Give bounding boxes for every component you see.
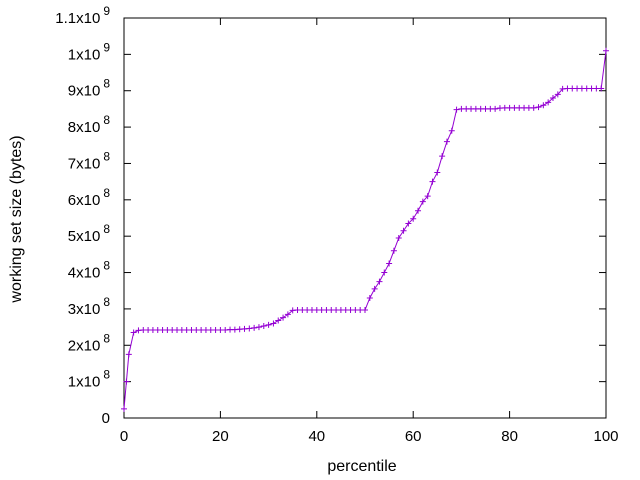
data-point-marker <box>429 178 436 185</box>
y-axis-title: working set size (bytes) <box>8 135 25 303</box>
data-point-marker <box>549 95 556 101</box>
y-tick-label: 8x10 8 <box>68 113 111 136</box>
data-point-marker <box>125 351 132 358</box>
data-point-marker <box>405 220 412 227</box>
data-point-marker <box>448 127 455 134</box>
data-point-marker <box>270 320 277 327</box>
data-point-marker <box>376 278 383 285</box>
x-tick-label: 100 <box>593 428 618 445</box>
data-point-marker <box>530 104 537 111</box>
data-point-marker <box>415 207 422 214</box>
x-tick-label: 60 <box>405 428 422 445</box>
data-point-marker <box>535 104 542 111</box>
y-tick-exponent: 8 <box>103 295 110 309</box>
data-point-marker <box>381 269 388 276</box>
y-tick-label: 5x10 8 <box>68 222 111 245</box>
data-point-marker <box>434 169 441 176</box>
x-tick-label: 40 <box>308 428 325 445</box>
data-point-marker <box>255 324 262 331</box>
y-tick-mantissa: 3x10 <box>68 301 101 318</box>
y-tick-label: 9x10 8 <box>68 77 111 100</box>
y-tick-exponent: 9 <box>103 40 110 54</box>
y-tick-label: 3x10 8 <box>68 295 111 318</box>
data-point-marker <box>540 102 547 109</box>
data-point-marker <box>554 91 561 98</box>
y-tick-mantissa: 8x10 <box>68 119 101 136</box>
data-point-marker <box>251 324 258 331</box>
y-tick-exponent: 9 <box>103 4 110 18</box>
data-point-marker <box>284 311 291 318</box>
data-point-marker <box>371 285 378 292</box>
y-tick-mantissa: 4x10 <box>68 265 101 282</box>
y-tick-mantissa: 1x10 <box>68 46 101 63</box>
y-tick-exponent: 8 <box>103 368 110 382</box>
y-tick-label: 4x10 8 <box>68 259 111 282</box>
data-point-marker <box>386 260 393 267</box>
y-tick-mantissa: 2x10 <box>68 337 101 354</box>
y-tick-mantissa: 6x10 <box>68 192 101 209</box>
data-point-marker <box>121 405 127 412</box>
data-point-marker <box>439 153 446 160</box>
data-point-marker <box>545 99 552 106</box>
y-tick-label: 1.1x10 9 <box>55 4 110 27</box>
y-tick-exponent: 8 <box>103 222 110 236</box>
data-point-marker <box>603 47 609 54</box>
series-line <box>123 50 607 409</box>
y-tick-mantissa: 5x10 <box>68 228 101 245</box>
y-tick-label: 1x10 8 <box>68 368 111 391</box>
y-tick-exponent: 8 <box>103 186 110 200</box>
y-tick-label: 6x10 8 <box>68 186 111 209</box>
y-tick-mantissa: 0 <box>102 410 110 427</box>
data-point-marker <box>400 227 407 234</box>
y-tick-exponent: 8 <box>103 77 110 91</box>
data-point-marker <box>265 321 272 328</box>
x-tick-label: 80 <box>501 428 518 445</box>
data-point-marker <box>366 295 373 301</box>
data-point-marker <box>390 247 397 254</box>
x-tick-label: 20 <box>212 428 229 445</box>
x-axis-title: percentile <box>327 458 396 475</box>
y-tick-label: 7x10 8 <box>68 149 111 172</box>
x-axis: 0 20 40 60 80 100 <box>120 18 619 445</box>
y-tick-label: 2x10 8 <box>68 331 111 354</box>
data-point-marker <box>492 105 499 112</box>
data-point-marker <box>598 85 605 92</box>
y-tick-exponent: 8 <box>103 149 110 163</box>
data-point-marker <box>443 138 450 145</box>
y-tick-exponent: 8 <box>103 113 110 127</box>
y-tick-label: 1x10 9 <box>68 40 111 63</box>
x-tick-label: 0 <box>120 428 128 445</box>
y-tick-label: 0 <box>102 410 110 427</box>
y-tick-exponent: 8 <box>103 259 110 273</box>
data-point-marker <box>260 323 267 329</box>
data-point-marker <box>275 317 282 324</box>
data-point-marker <box>395 235 402 241</box>
series-layer <box>121 47 609 412</box>
y-tick-mantissa: 1x10 <box>68 374 101 391</box>
data-point-marker <box>280 314 287 321</box>
data-point-marker <box>419 198 426 205</box>
y-tick-mantissa: 9x10 <box>68 83 101 100</box>
y-tick-mantissa: 7x10 <box>68 155 101 172</box>
data-point-marker <box>130 329 137 336</box>
data-point-marker <box>453 106 460 113</box>
data-point-marker <box>410 215 417 222</box>
data-point-marker <box>123 378 130 385</box>
data-point-marker <box>424 193 431 200</box>
y-tick-mantissa: 1.1x10 <box>55 10 100 27</box>
data-point-marker <box>362 307 368 313</box>
data-point-marker <box>246 325 253 332</box>
y-tick-exponent: 8 <box>103 331 110 345</box>
plot-frame <box>123 17 607 419</box>
